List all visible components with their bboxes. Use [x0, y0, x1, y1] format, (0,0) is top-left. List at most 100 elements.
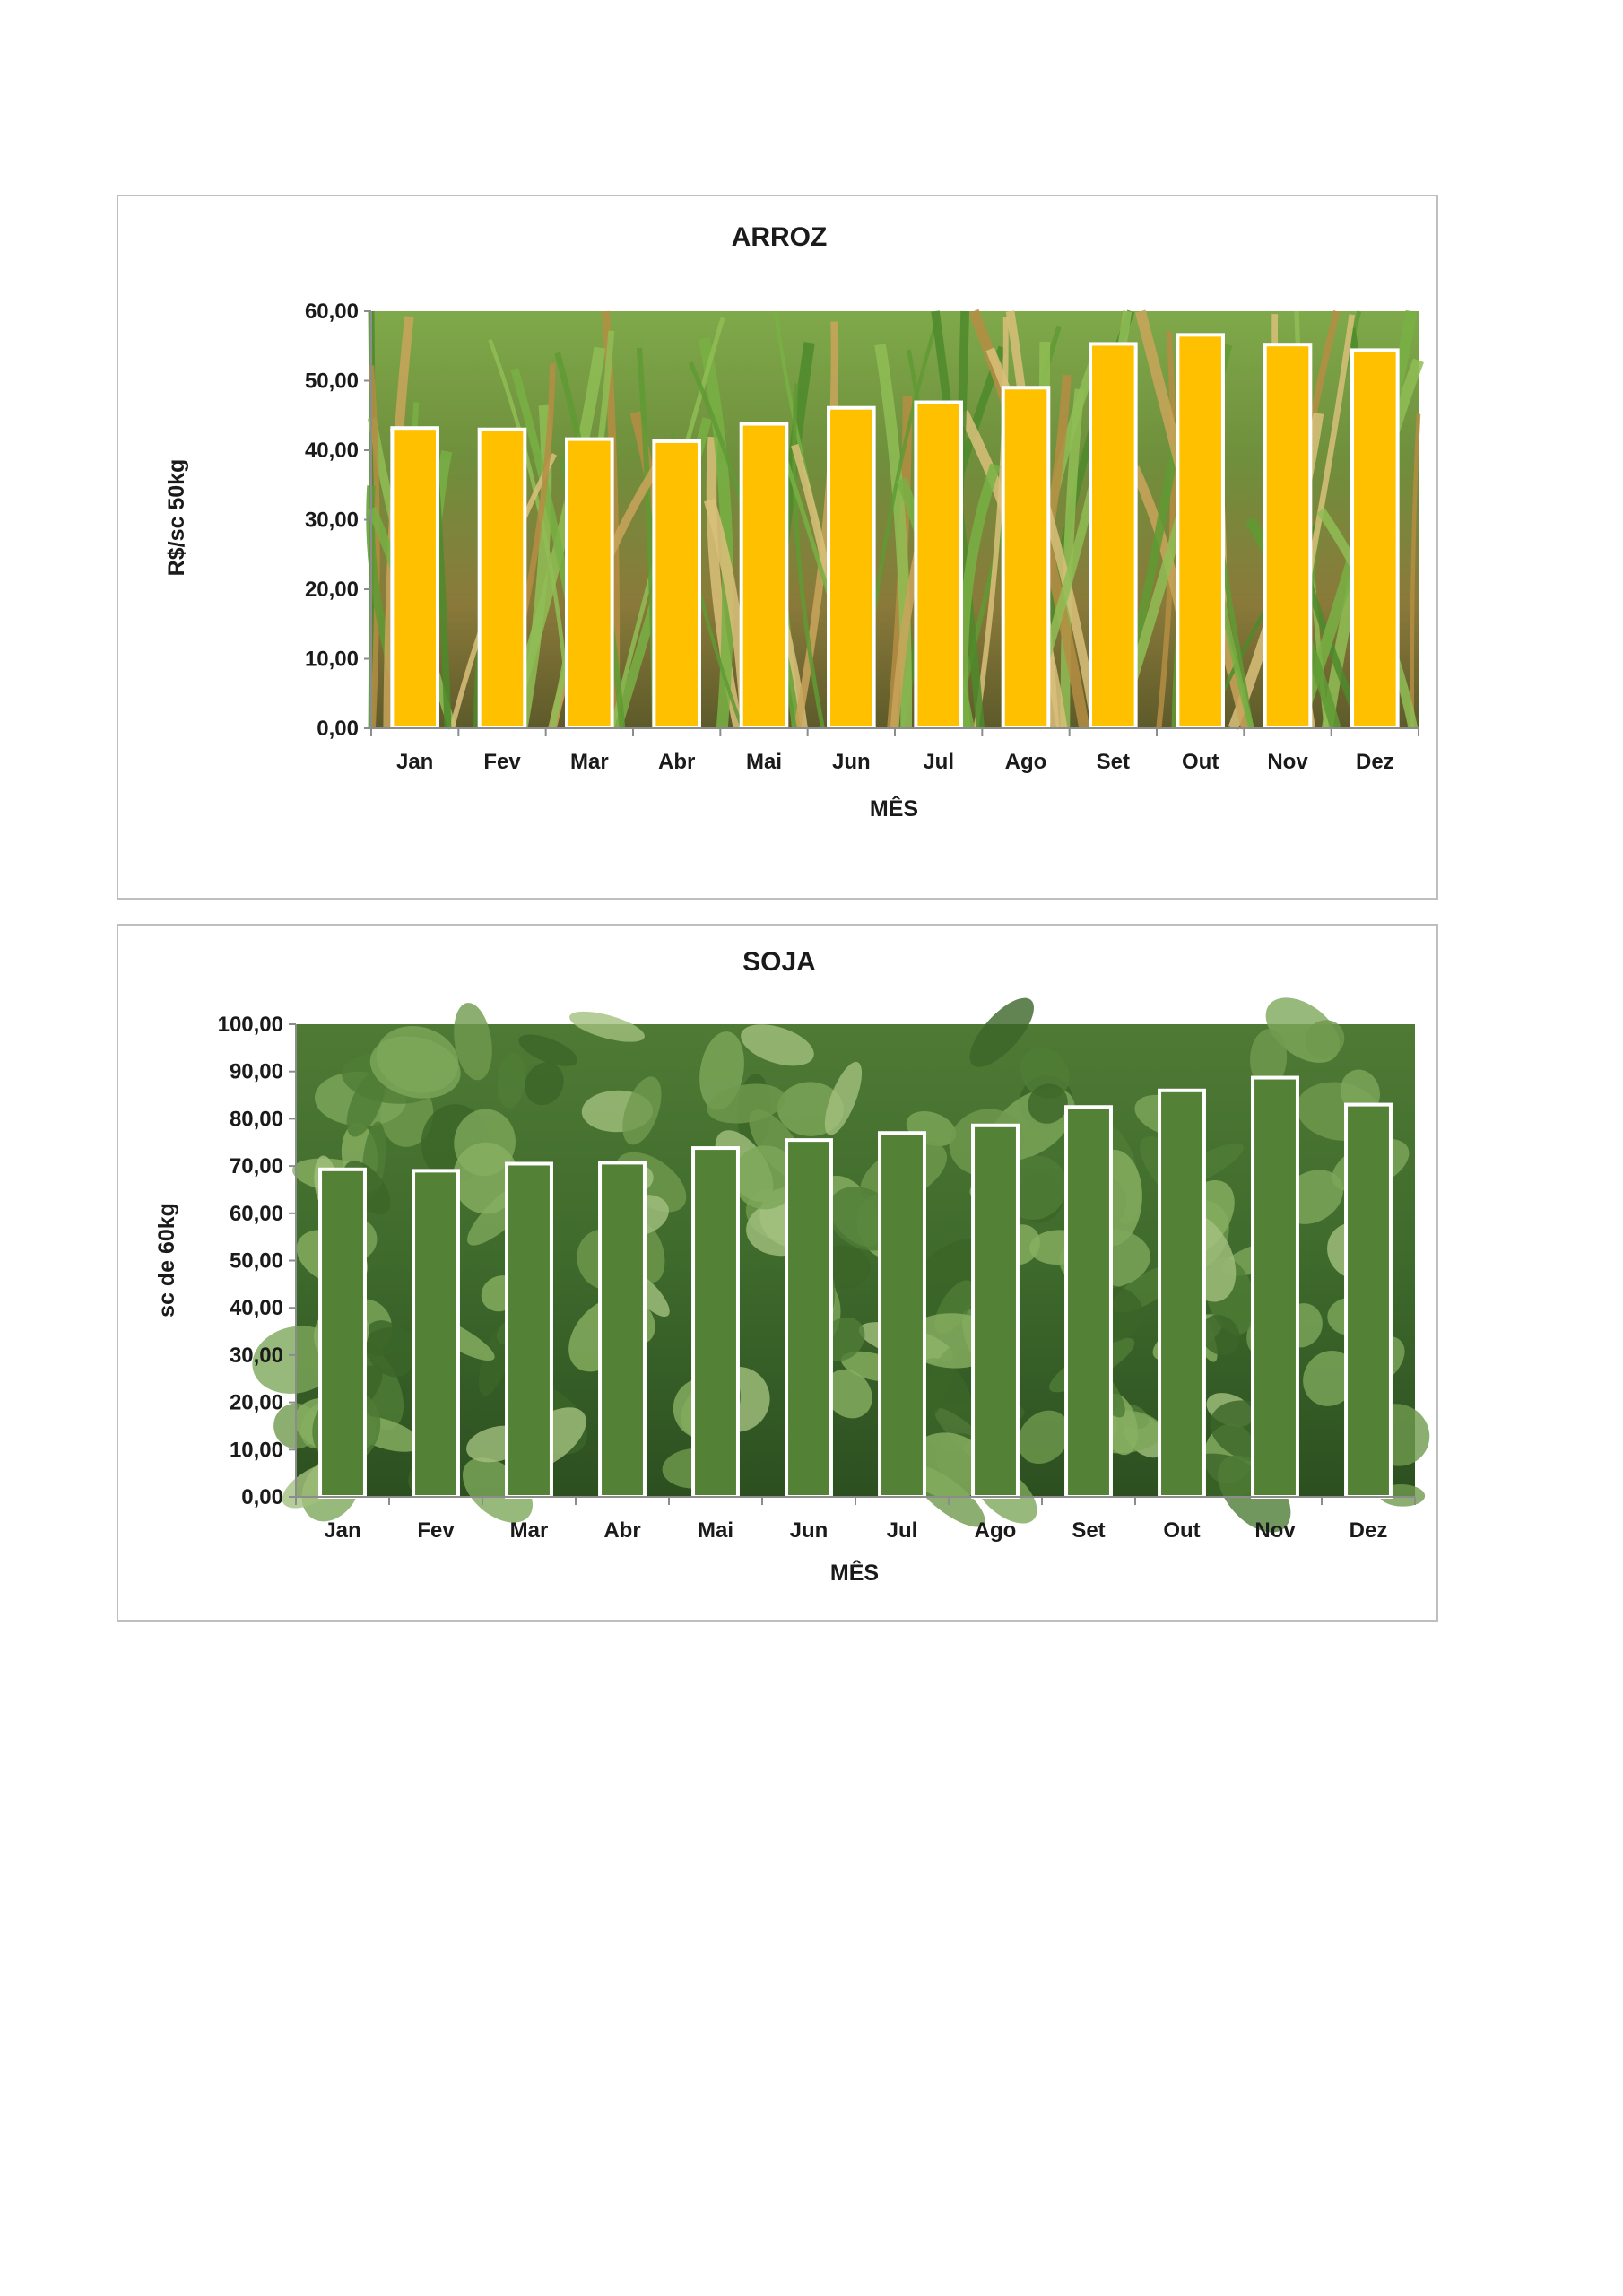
x-tick-label: Dez	[1350, 1518, 1388, 1543]
soy-leaf-decoration	[346, 1069, 386, 1137]
y-axis-title: sc de 60kg	[154, 1203, 179, 1318]
soy-leaf-decoration	[1028, 1083, 1068, 1124]
x-tick-label: Dez	[1356, 750, 1394, 774]
x-tick-label: Jun	[832, 750, 871, 774]
soy-leaf-decoration	[525, 1062, 564, 1106]
bar-set	[1089, 342, 1138, 731]
rice-leaf-decoration	[973, 316, 1009, 729]
soy-leaf-decoration	[824, 1061, 863, 1135]
x-tick-label: Set	[1072, 1518, 1105, 1543]
y-tick-label: 30,00	[230, 1344, 283, 1368]
y-tick-label: 60,00	[230, 1202, 283, 1226]
x-axis-title: MÊS	[870, 795, 918, 822]
soy-leaf-decoration	[1303, 1351, 1357, 1406]
y-axis-title: R$/sc 50kg	[164, 459, 189, 577]
y-tick-label: 20,00	[230, 1391, 283, 1415]
soy-leaf-decoration	[1305, 1020, 1345, 1059]
bar-nov	[1263, 343, 1313, 730]
x-tick-label: Fev	[483, 750, 521, 774]
x-axis-title: MÊS	[830, 1559, 879, 1586]
bar-jul	[914, 400, 963, 730]
soy-leaf-decoration	[707, 1083, 785, 1124]
soy-leaf-decoration	[1201, 1314, 1240, 1356]
bar-ago	[971, 1123, 1020, 1499]
soy-leaf-decoration	[453, 1142, 519, 1214]
soy-leaf-decoration	[741, 1024, 814, 1066]
bar-abr	[652, 439, 701, 730]
x-tick-label: Mar	[570, 750, 609, 774]
x-tick-label: Jan	[396, 750, 433, 774]
bar-set	[1064, 1105, 1113, 1499]
y-tick-label: 40,00	[230, 1296, 283, 1320]
bar-out	[1158, 1088, 1206, 1499]
bar-dez	[1350, 348, 1400, 730]
x-tick-label: Nov	[1254, 1518, 1296, 1543]
x-tick-label: Mai	[698, 1518, 733, 1543]
y-tick-label: 80,00	[230, 1107, 283, 1131]
rice-leaf-decoration	[368, 365, 380, 729]
soy-leaf-decoration	[969, 997, 1034, 1067]
x-tick-label: Out	[1182, 750, 1219, 774]
y-tick-label: 0,00	[317, 717, 359, 741]
bar-fev	[412, 1169, 460, 1499]
y-tick-label: 60,00	[305, 300, 359, 324]
bar-abr	[598, 1161, 647, 1499]
bar-ago	[1001, 386, 1051, 730]
x-tick-label: Ago	[975, 1518, 1017, 1543]
soy-leaf-decoration	[908, 1432, 989, 1500]
soy-leaf-decoration	[910, 1358, 975, 1453]
y-tick-label: 50,00	[230, 1249, 283, 1274]
x-tick-label: Mai	[746, 750, 782, 774]
soy-leaf-decoration	[1250, 1029, 1288, 1089]
soy-leaf-decoration	[369, 1036, 461, 1099]
chart-soja-svg: 0,00 10,00 20,00 30,00 40,00 50,00 60,00 70,00 8…	[154, 947, 1430, 1586]
bar-jan	[390, 426, 439, 730]
x-tick-label: Jan	[324, 1518, 360, 1543]
rice-leaf-decoration	[874, 344, 913, 729]
soy-leaf-decoration	[454, 1003, 492, 1081]
x-tick-label: Set	[1097, 750, 1130, 774]
rice-leaf-decoration	[958, 463, 1001, 729]
soy-leaf-decoration	[1018, 1410, 1071, 1464]
y-tick-label: 100,00	[218, 1013, 283, 1037]
y-tick-label: 30,00	[305, 509, 359, 533]
bar-jun	[827, 405, 876, 730]
y-tick-label: 50,00	[305, 370, 359, 394]
x-tick-label: Abr	[603, 1518, 640, 1543]
bar-jul	[878, 1131, 926, 1500]
soy-leaf-decoration	[479, 1320, 514, 1396]
soy-leaf-decoration	[518, 1034, 577, 1066]
y-tick-label: 20,00	[305, 578, 359, 602]
bar-nov	[1251, 1075, 1299, 1499]
rice-leaf-decoration	[698, 336, 734, 729]
x-tick-label: Jul	[923, 750, 954, 774]
chart-title: ARROZ	[732, 222, 828, 252]
x-tick-label: Jun	[790, 1518, 829, 1543]
rice-leaf-decoration	[792, 383, 825, 729]
chart-arroz: 0,00 10,00 20,00 30,00 40,00 50,00 60,00 Jan Fev…	[117, 195, 1438, 900]
y-tick-label: 70,00	[230, 1154, 283, 1178]
soy-leaf-decoration	[824, 1369, 872, 1419]
bar-mai	[691, 1146, 740, 1499]
soy-leaf-decoration	[569, 1011, 645, 1042]
bar-mai	[739, 422, 789, 731]
chart-arroz-svg: 0,00 10,00 20,00 30,00 40,00 50,00 60,00 Jan Fev…	[164, 222, 1424, 822]
x-tick-label: Nov	[1267, 750, 1308, 774]
bar-mar	[565, 437, 614, 730]
soy-leaf-decoration	[733, 1145, 798, 1210]
y-tick-label: 90,00	[230, 1060, 283, 1084]
x-tick-label: Fev	[417, 1518, 455, 1543]
y-tick-label: 10,00	[230, 1438, 283, 1462]
rice-leaf-decoration	[1060, 388, 1085, 729]
x-tick-label: Out	[1163, 1518, 1200, 1543]
x-tick-label: Abr	[658, 750, 695, 774]
y-tick-label: 40,00	[305, 439, 359, 463]
chart-title: SOJA	[742, 947, 816, 977]
rice-leaf-decoration	[1156, 330, 1176, 729]
soy-leaf-decoration	[622, 1076, 662, 1145]
y-tick-label: 10,00	[305, 648, 359, 672]
y-tick-label: 0,00	[241, 1485, 283, 1509]
x-tick-label: Jul	[887, 1518, 918, 1543]
chart-soja: 0,00 10,00 20,00 30,00 40,00 50,00 60,00 70,00 8…	[117, 924, 1438, 1622]
bar-jun	[785, 1138, 833, 1500]
